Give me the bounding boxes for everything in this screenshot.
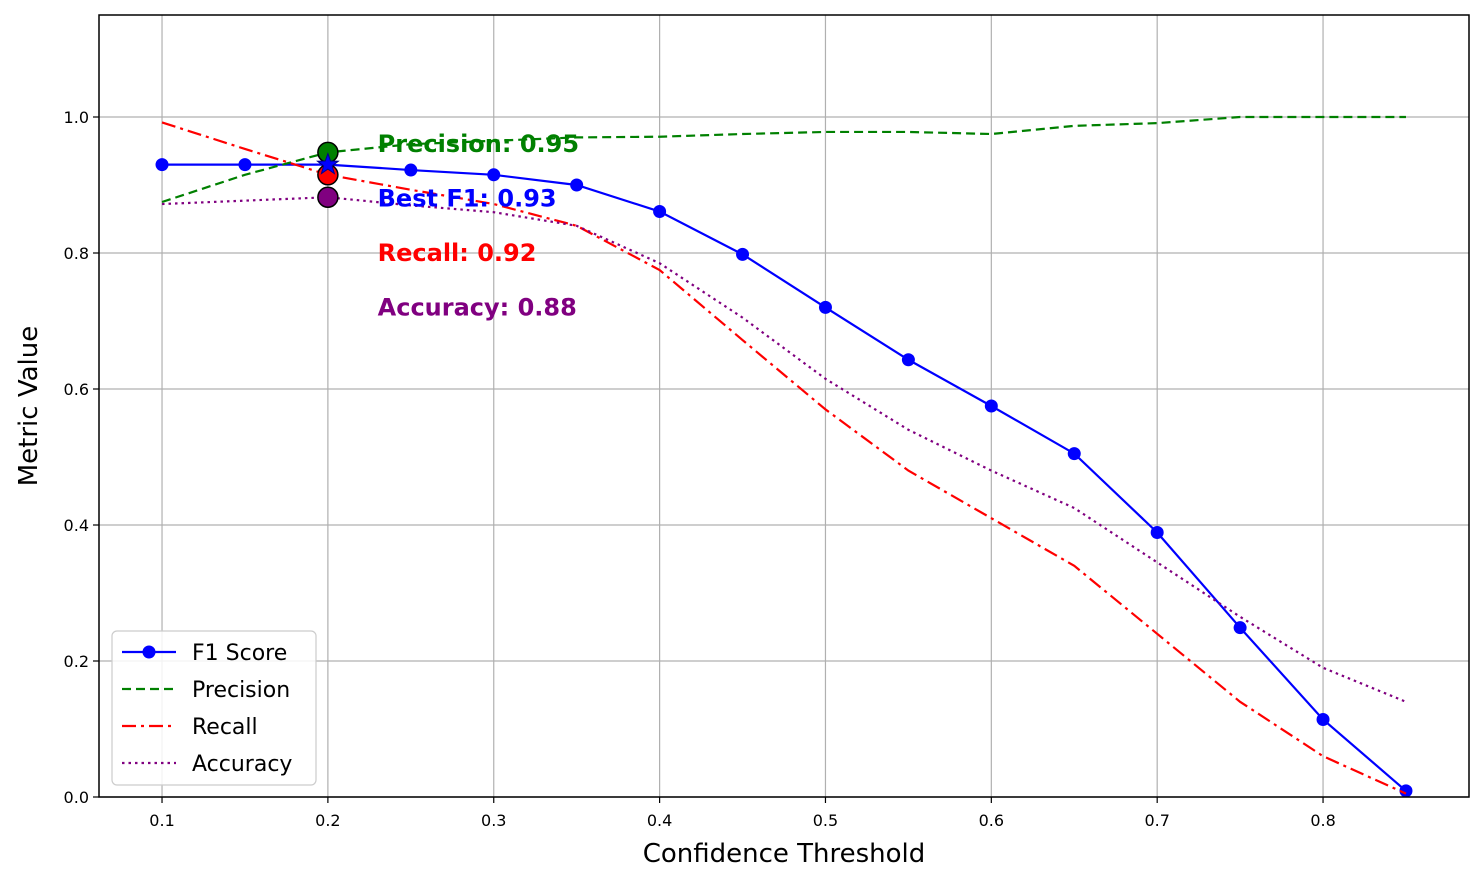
legend: F1 Score Precision Recall Accuracy	[111, 630, 317, 786]
legend-marker-f1-score	[142, 645, 156, 659]
best-accuracy-marker	[317, 186, 339, 208]
series-line-precision	[161, 115, 1406, 204]
data-point-f1-score	[1150, 525, 1164, 539]
data-point-f1-score	[653, 205, 667, 219]
x-tick-label: 0.4	[647, 811, 672, 830]
y-axis-label: Metric Value	[14, 326, 44, 487]
legend-label: Accuracy	[192, 752, 292, 777]
annotation-label: Precision: 0.95	[378, 130, 579, 158]
series-recall	[161, 121, 1407, 795]
y-tick-label: 0.4	[64, 516, 89, 535]
highlight-points	[316, 141, 340, 208]
data-point-f1-score	[487, 168, 501, 182]
y-tick-label: 0.0	[64, 788, 89, 807]
legend-box	[111, 630, 317, 786]
x-tick-label: 0.8	[1310, 811, 1335, 830]
annotations: Precision: 0.95 Best F1: 0.93 Recall: 0.92…	[378, 130, 579, 321]
data-point-f1-score	[901, 353, 915, 367]
data-point-f1-score	[238, 158, 252, 172]
best-f1-score-star-marker	[316, 152, 340, 175]
axis-ticks: 0.1 0.2 0.3 0.4 0.5 0.6 0.7 0.8 0.0 0.2 0.4 0.6 0.8 1…	[64, 108, 1336, 830]
series-f1-score	[155, 158, 1413, 798]
data-point-f1-score	[404, 163, 418, 177]
x-tick-label: 0.5	[813, 811, 838, 830]
legend-label: Recall	[192, 715, 258, 740]
data-point-f1-score	[1067, 447, 1081, 461]
y-tick-label: 0.8	[64, 244, 89, 263]
series-layer	[155, 115, 1413, 798]
y-tick-label: 1.0	[64, 108, 89, 127]
legend-label: F1 Score	[192, 641, 287, 666]
x-tick-label: 0.2	[315, 811, 340, 830]
data-point-f1-score	[984, 399, 998, 413]
annotation-label: Recall: 0.92	[378, 239, 537, 267]
data-point-f1-score	[1399, 784, 1413, 798]
series-line-recall	[161, 121, 1407, 795]
series-accuracy	[161, 196, 1407, 703]
y-tick-label: 0.2	[64, 652, 89, 671]
data-point-f1-score	[818, 300, 832, 314]
x-axis-label: Confidence Threshold	[643, 839, 926, 869]
annotation-label: Best F1: 0.93	[378, 185, 557, 213]
data-point-f1-score	[1316, 712, 1330, 726]
legend-label: Precision	[192, 678, 290, 703]
data-point-f1-score	[736, 247, 750, 261]
data-point-f1-score	[155, 158, 169, 172]
data-point-f1-score	[1233, 621, 1247, 635]
x-tick-label: 0.6	[979, 811, 1004, 830]
series-precision	[161, 115, 1406, 204]
x-tick-label: 0.1	[149, 811, 174, 830]
y-tick-label: 0.6	[64, 380, 89, 399]
data-point-f1-score	[570, 178, 584, 192]
annotation-label: Accuracy: 0.88	[378, 293, 577, 321]
series-line-f1-score	[162, 163, 1407, 792]
series-line-accuracy	[161, 196, 1407, 703]
x-tick-label: 0.7	[1144, 811, 1169, 830]
plot-frame	[98, 14, 1470, 798]
x-tick-label: 0.3	[481, 811, 506, 830]
